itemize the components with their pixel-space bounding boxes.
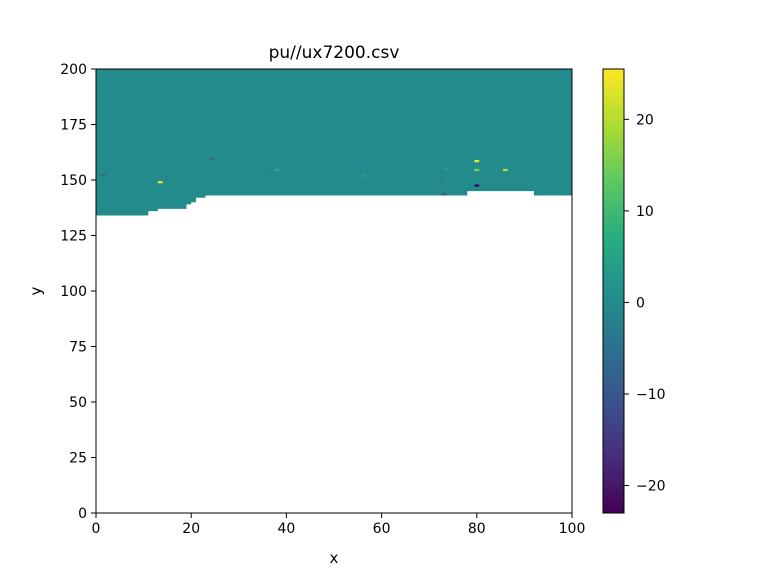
x-tick-label: 0: [92, 521, 101, 537]
y-tick-label: 150: [60, 173, 87, 189]
heatmap-cell: [502, 168, 508, 172]
y-tick-label: 75: [69, 340, 87, 356]
heatmap-cell: [100, 174, 106, 177]
chart-title: pu//ux7200.csv: [269, 43, 400, 63]
heatmap-cell: [443, 167, 449, 171]
heatmap-cell: [441, 193, 446, 196]
heatmap-cell: [274, 168, 280, 172]
heatmap-cell: [157, 181, 163, 184]
heatmap-anomalies: [100, 157, 508, 196]
y-tick-label: 25: [69, 451, 87, 467]
x-axis: 0 20 40 60 80 100: [92, 513, 586, 537]
x-tick-label: 60: [373, 521, 391, 537]
colorbar: −20 −10 0 10 20: [602, 68, 666, 514]
heatmap-cell: [474, 160, 480, 163]
heatmap-field: [96, 69, 572, 216]
y-tick-label: 0: [78, 506, 87, 522]
y-axis-label: y: [27, 286, 45, 295]
y-tick-label: 100: [60, 284, 87, 300]
y-tick-label: 50: [69, 395, 87, 411]
colorbar-ticks: −20 −10 0 10 20: [624, 112, 666, 495]
plot-area: [95, 68, 573, 514]
y-tick-label: 125: [60, 229, 87, 245]
x-tick-label: 40: [277, 521, 295, 537]
heatmap-cell: [210, 157, 215, 161]
colorbar-tick-label: 20: [636, 112, 654, 128]
y-axis: 0 25 50 75 100 125 150 175 200: [60, 62, 96, 522]
colorbar-tick-label: 10: [636, 204, 654, 220]
colorbar-tick-label: −20: [636, 479, 666, 495]
x-axis-label: x: [330, 549, 339, 567]
x-tick-label: 100: [559, 521, 586, 537]
heatmap-cell: [474, 168, 480, 172]
y-tick-label: 200: [60, 62, 87, 78]
heatmap-cell: [262, 168, 268, 172]
heatmap-cell: [474, 184, 480, 187]
x-tick-label: 20: [182, 521, 200, 537]
y-tick-label: 175: [60, 118, 87, 134]
colorbar-tick-label: −10: [636, 387, 666, 403]
colorbar-gradient: [602, 68, 625, 514]
heatmap-cell: [362, 174, 368, 177]
x-tick-label: 80: [468, 521, 486, 537]
colorbar-tick-label: 0: [636, 295, 645, 311]
heatmap-cell: [438, 180, 444, 183]
